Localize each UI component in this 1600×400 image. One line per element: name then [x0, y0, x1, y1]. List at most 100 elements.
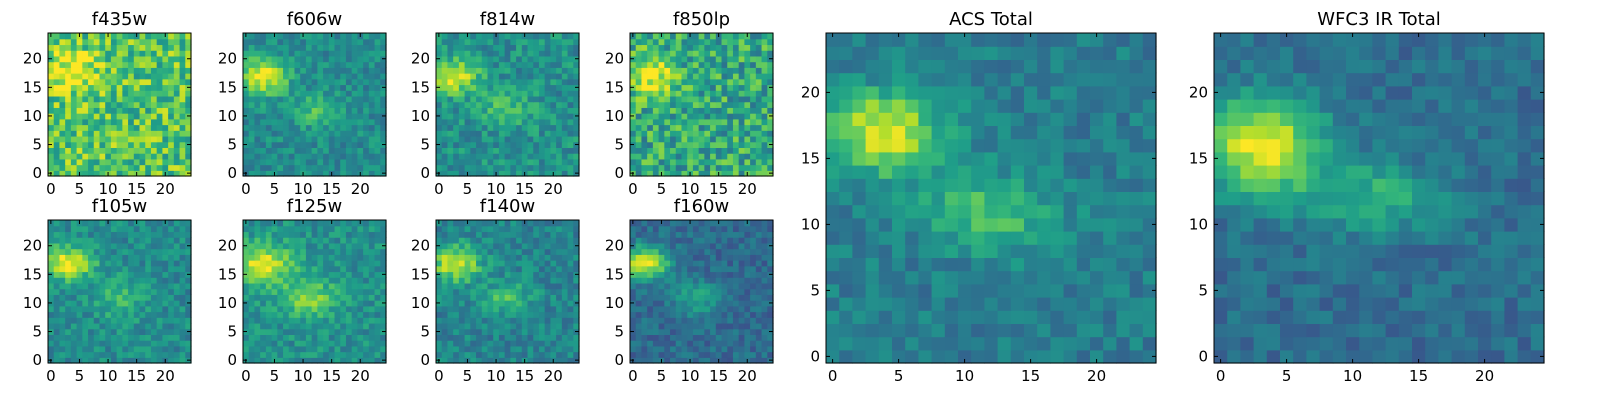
heatmap-cell	[521, 84, 529, 91]
x-tick-label: 15	[322, 180, 341, 198]
heatmap-cell	[561, 141, 569, 148]
heatmap-cell	[334, 33, 341, 40]
heatmap-cell	[527, 254, 534, 261]
heatmap-cell	[145, 113, 152, 120]
heatmap-cell	[504, 265, 511, 273]
heatmap-cell	[510, 265, 517, 273]
heatmap-cell	[59, 101, 66, 108]
heatmap-cell	[82, 311, 89, 318]
heatmap-cell	[260, 345, 267, 353]
heatmap-cell	[664, 305, 671, 313]
heatmap-cell	[380, 248, 387, 255]
heatmap-cell	[110, 345, 118, 353]
heatmap-cell	[675, 118, 683, 126]
heatmap-cell	[122, 220, 129, 227]
heatmap-cell	[675, 345, 683, 353]
heatmap-cell	[715, 113, 723, 120]
heatmap-cell	[99, 265, 106, 273]
heatmap-cell	[345, 277, 353, 284]
heatmap-cell	[704, 130, 711, 137]
heatmap-cell	[260, 95, 267, 103]
heatmap-cell	[162, 265, 169, 273]
heatmap-cell	[179, 231, 186, 238]
heatmap-cell	[82, 135, 89, 143]
heatmap-cell	[99, 322, 106, 330]
heatmap-cell	[744, 311, 751, 318]
heatmap-cell	[573, 153, 580, 160]
heatmap-cell	[133, 130, 141, 137]
heatmap-cell	[675, 334, 683, 341]
heatmap-cell	[70, 101, 78, 108]
heatmap-cell	[357, 73, 364, 80]
heatmap-cell	[311, 135, 318, 143]
y-tick-label: 15	[411, 78, 430, 96]
heatmap-cell	[755, 78, 763, 86]
heatmap-cell	[750, 345, 757, 353]
heatmap-cell	[767, 124, 774, 131]
heatmap-cell	[271, 101, 278, 108]
heatmap-cell	[162, 237, 169, 244]
heatmap-cell	[710, 78, 717, 86]
heatmap-cell	[453, 311, 460, 318]
heatmap-cell	[351, 334, 358, 341]
heatmap-cell	[458, 141, 466, 148]
heatmap-cell	[271, 277, 278, 284]
heatmap-cell	[727, 305, 734, 313]
heatmap-cell	[538, 124, 546, 131]
heatmap-cell	[698, 130, 705, 137]
heatmap-cell	[675, 357, 683, 364]
heatmap-cell	[538, 153, 546, 160]
heatmap-cell	[710, 113, 717, 120]
heatmap-cell	[374, 248, 381, 255]
heatmap-cell	[698, 113, 705, 120]
heatmap-cell	[311, 107, 318, 114]
heatmap-cell	[283, 334, 290, 341]
heatmap-cell	[139, 220, 146, 227]
heatmap-cell	[647, 288, 654, 295]
heatmap-cell	[687, 118, 694, 126]
heatmap-cell	[173, 265, 181, 273]
heatmap-cell	[357, 322, 364, 330]
heatmap-cell	[323, 317, 330, 324]
heatmap-cell	[133, 44, 141, 51]
heatmap-cell	[48, 305, 55, 313]
heatmap-cell	[179, 141, 186, 148]
heatmap-cell	[704, 67, 711, 74]
heatmap-cell	[168, 101, 175, 108]
heatmap-cell	[271, 265, 278, 273]
heatmap-cell	[481, 351, 489, 358]
heatmap-cell	[145, 130, 152, 137]
heatmap-cell	[243, 225, 250, 233]
heatmap-cell	[368, 107, 376, 114]
heatmap-cell	[93, 33, 101, 40]
heatmap-cell	[133, 237, 141, 244]
heatmap-cell	[652, 147, 660, 154]
heatmap-cell	[487, 351, 494, 358]
heatmap-cell	[744, 73, 751, 80]
heatmap-cell	[687, 78, 694, 86]
heatmap-cell	[265, 248, 273, 255]
heatmap-cell	[334, 147, 341, 154]
heatmap-cell	[277, 260, 284, 267]
heatmap-cell	[498, 107, 506, 114]
heatmap-cell	[521, 78, 529, 86]
heatmap-cell	[328, 101, 336, 108]
heatmap-cell	[647, 345, 654, 353]
heatmap-cell	[447, 317, 454, 324]
heatmap-cell	[328, 345, 336, 353]
heatmap-cell	[277, 351, 284, 358]
heatmap-cell	[670, 44, 677, 51]
heatmap-cell	[185, 225, 192, 233]
heatmap-cell	[744, 294, 751, 301]
heatmap-cell	[156, 265, 163, 273]
heatmap-cell	[721, 328, 728, 335]
heatmap-cell	[516, 328, 523, 335]
heatmap-cell	[504, 61, 511, 68]
heatmap-cell	[260, 294, 267, 301]
heatmap-cell	[48, 351, 55, 358]
heatmap-cell	[150, 282, 158, 290]
heatmap-cell	[721, 277, 728, 284]
heatmap-cell	[516, 288, 523, 295]
heatmap-cell	[550, 67, 557, 74]
heatmap-cell	[340, 153, 347, 160]
